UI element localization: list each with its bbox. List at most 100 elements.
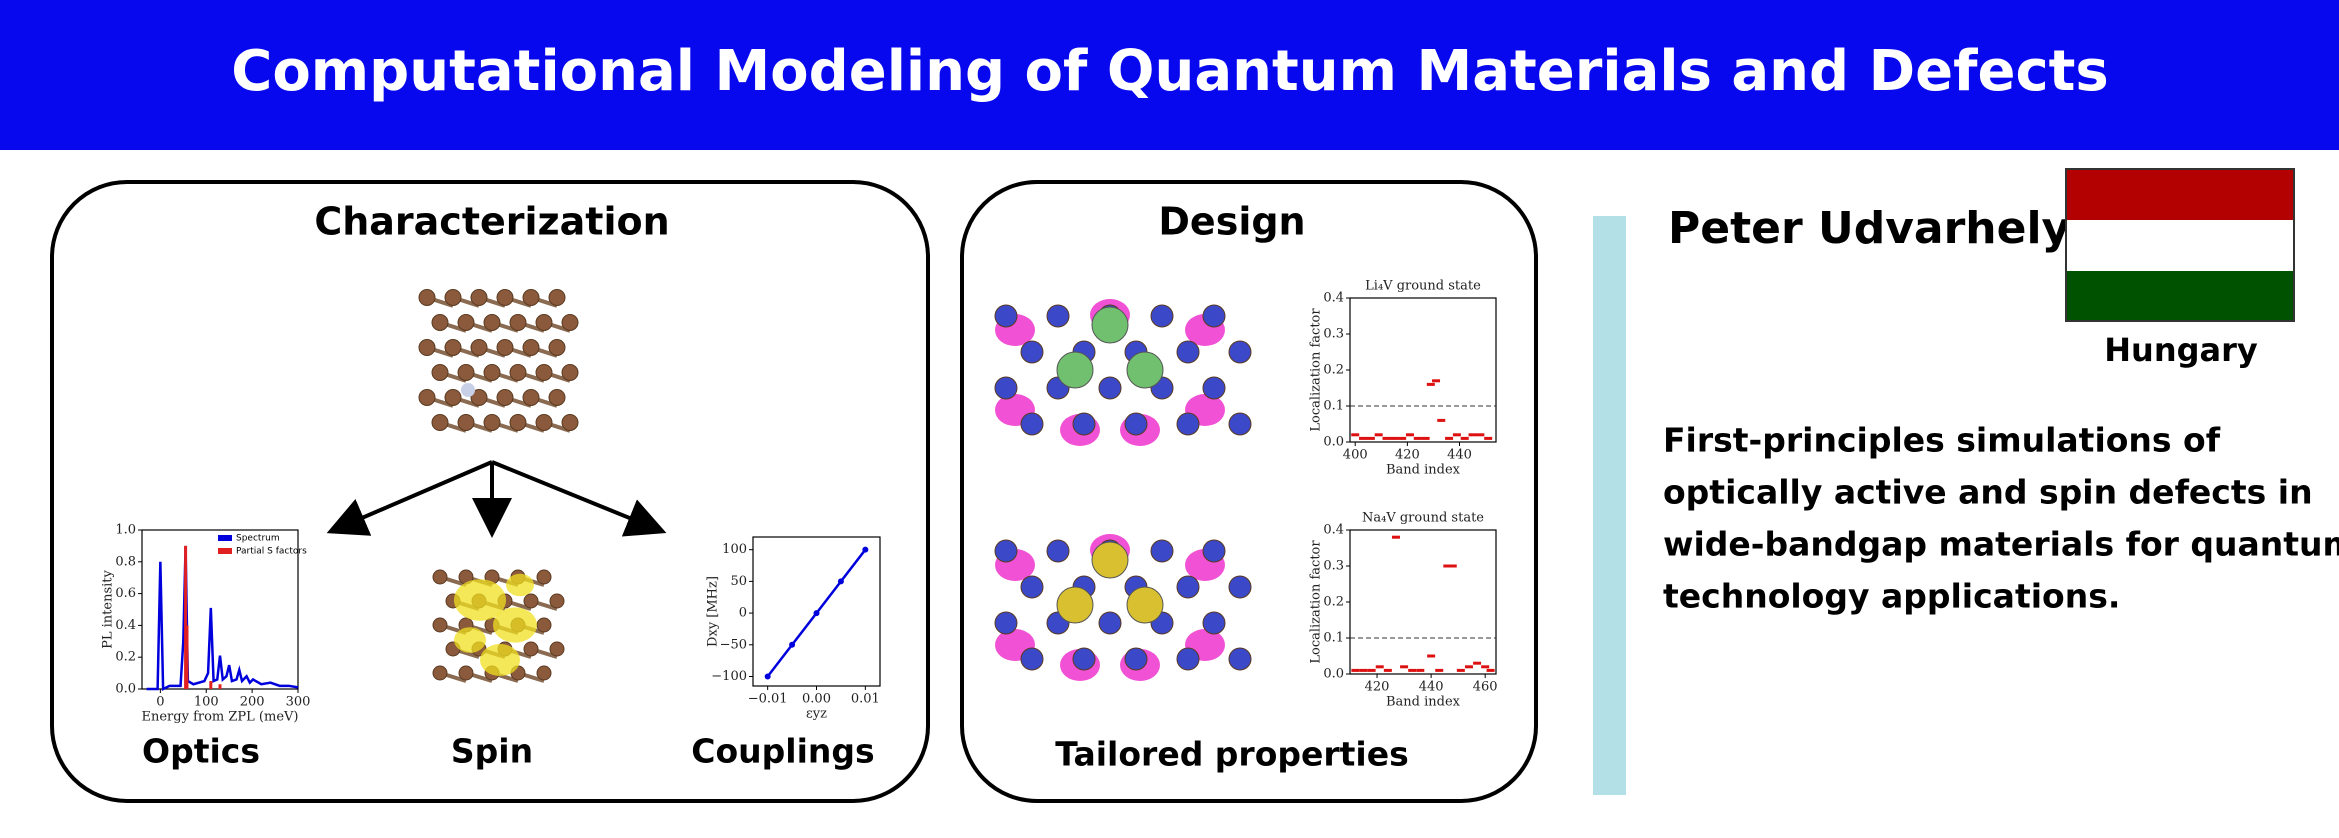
atom	[444, 339, 462, 356]
atom	[1072, 647, 1096, 671]
x-axis-label: Band index	[1386, 463, 1461, 478]
atom	[457, 414, 475, 431]
x-axis-label: Band index	[1386, 695, 1461, 710]
atom	[432, 617, 448, 633]
x-tick-label: 400	[1343, 448, 1368, 463]
atom	[1020, 647, 1044, 671]
atom	[509, 314, 527, 331]
point	[1476, 433, 1485, 437]
atom	[1176, 412, 1200, 436]
atom	[458, 665, 474, 681]
dopant	[1091, 541, 1129, 579]
atom	[418, 289, 436, 306]
design-panel	[960, 180, 1538, 803]
plot-frame	[1349, 297, 1497, 443]
atom	[994, 376, 1018, 400]
atom	[523, 593, 539, 609]
y-tick-label: 50	[730, 574, 747, 589]
atom	[535, 364, 553, 381]
summary: First-principles simulations of optically…	[1663, 421, 2339, 616]
spin-density	[493, 607, 537, 643]
panel-label: Optics	[142, 732, 260, 771]
atom	[1228, 412, 1252, 436]
atom	[1176, 575, 1200, 599]
point	[1408, 668, 1417, 672]
summary-line: optically active and spin defects in	[1663, 473, 2313, 512]
atom	[523, 641, 539, 657]
atom	[1150, 539, 1174, 563]
x-tick-label: 0.01	[851, 692, 880, 707]
point	[1359, 436, 1368, 440]
point	[1473, 661, 1482, 665]
y-tick-label: 0	[739, 606, 747, 621]
divider	[1593, 216, 1626, 795]
atom	[1202, 304, 1226, 328]
atom	[496, 339, 514, 356]
y-tick-label: 0.4	[1323, 523, 1344, 538]
y-tick-label: 0.1	[1323, 631, 1344, 646]
atom	[1176, 340, 1200, 364]
x-tick-label: 0.00	[802, 692, 831, 707]
atom	[549, 593, 565, 609]
y-tick-label: 0.0	[115, 682, 136, 697]
atom	[444, 289, 462, 306]
spin-density	[506, 573, 534, 597]
atom	[457, 364, 475, 381]
atom	[1046, 539, 1070, 563]
spin-density	[454, 579, 506, 621]
summary-line: technology applications.	[1663, 577, 2120, 616]
atom	[548, 289, 566, 306]
atom	[1228, 340, 1252, 364]
spin-density	[454, 627, 486, 653]
x-tick-label: 440	[1447, 448, 1472, 463]
point	[1426, 382, 1435, 386]
x-tick-label: 440	[1419, 680, 1444, 695]
atom	[431, 414, 449, 431]
x-tick-label: −0.01	[748, 692, 788, 707]
atom	[1228, 575, 1252, 599]
point	[1421, 436, 1430, 440]
point	[1374, 433, 1383, 437]
point	[1432, 379, 1441, 383]
arrows	[326, 460, 667, 538]
point	[1443, 564, 1452, 568]
atom	[1124, 647, 1148, 671]
x-tick-label: 0	[156, 695, 164, 710]
atom	[418, 389, 436, 406]
y-tick-label: 1.0	[115, 523, 136, 538]
point	[1413, 436, 1422, 440]
atom	[496, 289, 514, 306]
point	[1390, 436, 1399, 440]
atom	[561, 414, 579, 431]
atom	[548, 389, 566, 406]
point	[1351, 668, 1360, 672]
atom	[509, 414, 527, 431]
atom	[461, 383, 475, 397]
atom	[496, 389, 514, 406]
atom	[444, 389, 462, 406]
legend-swatch	[218, 548, 232, 554]
atom	[1202, 539, 1226, 563]
atom	[457, 314, 475, 331]
atom	[431, 314, 449, 331]
atom	[1098, 611, 1122, 635]
point	[1375, 665, 1384, 669]
atom	[549, 641, 565, 657]
point	[1468, 433, 1477, 437]
y-tick-label: 0.3	[1323, 559, 1344, 574]
point	[1359, 668, 1368, 672]
y-tick-label: 0.4	[115, 618, 136, 633]
point	[1383, 668, 1392, 672]
point	[1445, 436, 1454, 440]
summary-line: wide-bandgap materials for quantum	[1663, 525, 2339, 564]
y-tick-label: 0.2	[1323, 595, 1344, 610]
atom	[1098, 376, 1122, 400]
y-tick-label: 0.1	[1323, 399, 1344, 414]
y-tick-label: 0.0	[1323, 667, 1344, 682]
atom	[1176, 647, 1200, 671]
atom	[561, 364, 579, 381]
point	[1460, 436, 1469, 440]
panel-title: Design	[1158, 200, 1305, 244]
